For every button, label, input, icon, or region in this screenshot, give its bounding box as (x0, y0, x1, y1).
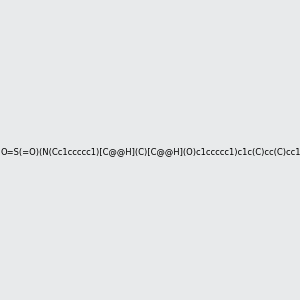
Text: O=S(=O)(N(Cc1ccccc1)[C@@H](C)[C@@H](O)c1ccccc1)c1c(C)cc(C)cc1C: O=S(=O)(N(Cc1ccccc1)[C@@H](C)[C@@H](O)c1… (1, 147, 300, 156)
